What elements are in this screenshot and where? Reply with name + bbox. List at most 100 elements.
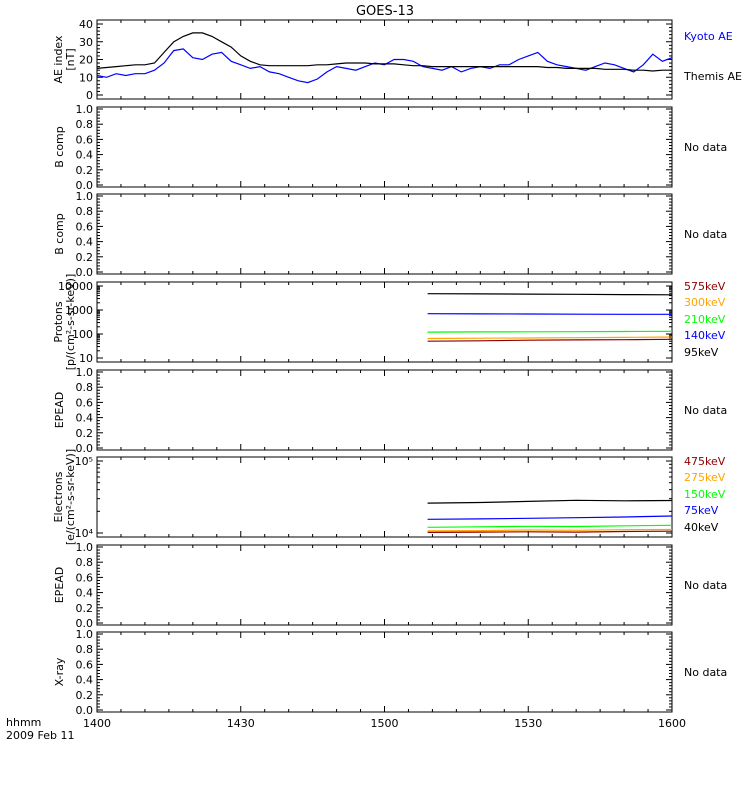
- legend-entry: 275keV: [684, 471, 726, 484]
- y-tick-label: 0.6: [76, 571, 94, 584]
- panel-electrons: 10⁴ 10⁵ Electrons [e/(cm²-s-sr-keV)] 475keV 2…: [52, 449, 726, 545]
- y-tick-label: 0.8: [76, 118, 94, 131]
- y-tick-label: 0.0: [76, 179, 94, 192]
- y-axis-label: [p/(cm²-s-sr-keV)]: [64, 274, 77, 371]
- y-tick-label: 0.8: [76, 205, 94, 218]
- legend-entry: 300keV: [684, 296, 726, 309]
- y-tick-label: 10000: [58, 280, 93, 293]
- y-tick-label: 0.2: [76, 602, 94, 615]
- panel-epead2: 0.0 0.2 0.4 0.6 0.8 1.0 EPEAD No data: [53, 541, 727, 630]
- series-line-275kev: [427, 528, 673, 532]
- y-tick-label: 1.0: [76, 541, 94, 554]
- panel-frame: [96, 544, 673, 626]
- y-tick-label: 0.6: [76, 220, 94, 233]
- panel-bcomp1: 0.0 0.2 0.4 0.6 0.8 1.0 B comp No data: [53, 103, 727, 192]
- legend-entry: 150keV: [684, 488, 726, 501]
- y-tick-label: 10: [79, 352, 93, 365]
- y-axis-label: B comp: [53, 213, 66, 255]
- y-tick-label: 0.2: [76, 251, 94, 264]
- chart-title: GOES-13: [356, 4, 414, 19]
- panel-bcomp2: 0.0 0.2 0.4 0.6 0.8 1.0 B comp No data: [53, 190, 727, 279]
- y-tick-label: 1.0: [76, 190, 94, 203]
- panel-ae: 0 10 20 30 40 AE index [nT] Kyoto AE Themis AE: [52, 18, 742, 102]
- legend-entry: 575keV: [684, 280, 726, 293]
- y-tick-label: 0: [86, 89, 93, 102]
- legend-entry: 475keV: [684, 455, 726, 468]
- no-data-label: No data: [684, 666, 727, 679]
- y-tick-label: 1.0: [76, 628, 94, 641]
- y-tick-label: 1000: [65, 304, 93, 317]
- y-tick-label: 0.4: [76, 412, 94, 425]
- y-tick-label: 10⁴: [75, 527, 94, 540]
- legend-entry: Kyoto AE: [684, 30, 733, 43]
- y-axis-label: EPEAD: [53, 392, 66, 429]
- y-tick-label: 30: [79, 36, 93, 49]
- panel-frame: [96, 631, 673, 713]
- panel-xray: 0.0 0.2 0.4 0.6 0.8 1.0 X-ray No data: [53, 628, 727, 717]
- y-tick-label: 1.0: [76, 366, 94, 379]
- series-line-150kev: [427, 524, 673, 528]
- series-line-themis-ae: [96, 32, 672, 72]
- series-line-140kev: [427, 313, 672, 315]
- legend-entry: 40keV: [684, 521, 719, 534]
- panel-epead1: 0.0 0.2 0.4 0.6 0.8 1.0 EPEAD No data: [53, 366, 727, 455]
- x-tick-label: 1400: [83, 717, 111, 730]
- y-tick-label: 0.4: [76, 236, 94, 249]
- series-line-575kev: [427, 338, 673, 342]
- y-tick-label: 0.2: [76, 689, 94, 702]
- panel-stack: 0 10 20 30 40 AE index [nT] Kyoto AE Themis AE 0.…: [52, 18, 742, 717]
- y-tick-label: 0.6: [76, 396, 94, 409]
- no-data-label: No data: [684, 404, 727, 417]
- y-tick-label: 0.0: [76, 266, 94, 279]
- y-tick-label: 0.8: [76, 643, 94, 656]
- series-line-210kev: [427, 330, 673, 333]
- series-line-95kev: [427, 293, 673, 296]
- x-axis-label-date: 2009 Feb 11: [6, 729, 74, 742]
- y-axis-label: EPEAD: [53, 567, 66, 604]
- panel-frame: [96, 456, 673, 538]
- y-tick-label: 0.8: [76, 381, 94, 394]
- y-tick-label: 0.0: [76, 442, 94, 455]
- y-tick-label: 0.6: [76, 133, 94, 146]
- y-tick-label: 20: [79, 54, 93, 67]
- panel-protons: 10 100 1000 10000 Protons [p/(cm²-s-sr-keV)] 5…: [52, 274, 726, 371]
- y-tick-label: 0.6: [76, 658, 94, 671]
- legend-entry: Themis AE: [683, 70, 742, 83]
- y-axis-label: Electrons: [52, 471, 65, 522]
- series-line-kyoto-ae: [96, 48, 673, 84]
- y-tick-label: 0.2: [76, 427, 94, 440]
- y-tick-label: 0.0: [76, 617, 94, 630]
- x-axis: 1400 1430 1500 1530 1600: [83, 717, 686, 730]
- x-axis-label-hhmm: hhmm: [6, 716, 41, 729]
- series-line-475kev: [427, 530, 673, 534]
- y-axis-label: [e/(cm²-s-sr-keV)]: [64, 449, 77, 545]
- legend-entry: 210keV: [684, 313, 726, 326]
- y-axis-label: X-ray: [53, 657, 66, 686]
- legend-entry: 75keV: [684, 504, 719, 517]
- y-tick-label: 0.8: [76, 556, 94, 569]
- panel-frame: [96, 369, 673, 451]
- y-tick-label: 1.0: [76, 103, 94, 116]
- y-axis-label: AE index: [52, 35, 65, 84]
- x-tick-label: 1430: [227, 717, 255, 730]
- y-axis-label: Protons: [52, 301, 65, 342]
- series-line-40kev: [427, 499, 673, 504]
- no-data-label: No data: [684, 579, 727, 592]
- no-data-label: No data: [684, 228, 727, 241]
- y-tick-label: 0.4: [76, 674, 94, 687]
- y-tick-label: 0.0: [76, 704, 94, 717]
- legend-entry: 140keV: [684, 329, 726, 342]
- series-line-300kev: [427, 336, 673, 340]
- panel-frame: [96, 106, 673, 188]
- y-tick-label: 0.2: [76, 164, 94, 177]
- x-tick-label: 1530: [514, 717, 542, 730]
- y-tick-label: 0.4: [76, 587, 94, 600]
- legend-entry: 95keV: [684, 346, 719, 359]
- y-tick-label: 100: [72, 328, 93, 341]
- x-tick-label: 1500: [371, 717, 399, 730]
- y-tick-label: 10: [79, 71, 93, 84]
- series-line-75kev: [427, 515, 673, 520]
- y-tick-label: 40: [79, 18, 93, 31]
- panel-frame: [96, 19, 673, 100]
